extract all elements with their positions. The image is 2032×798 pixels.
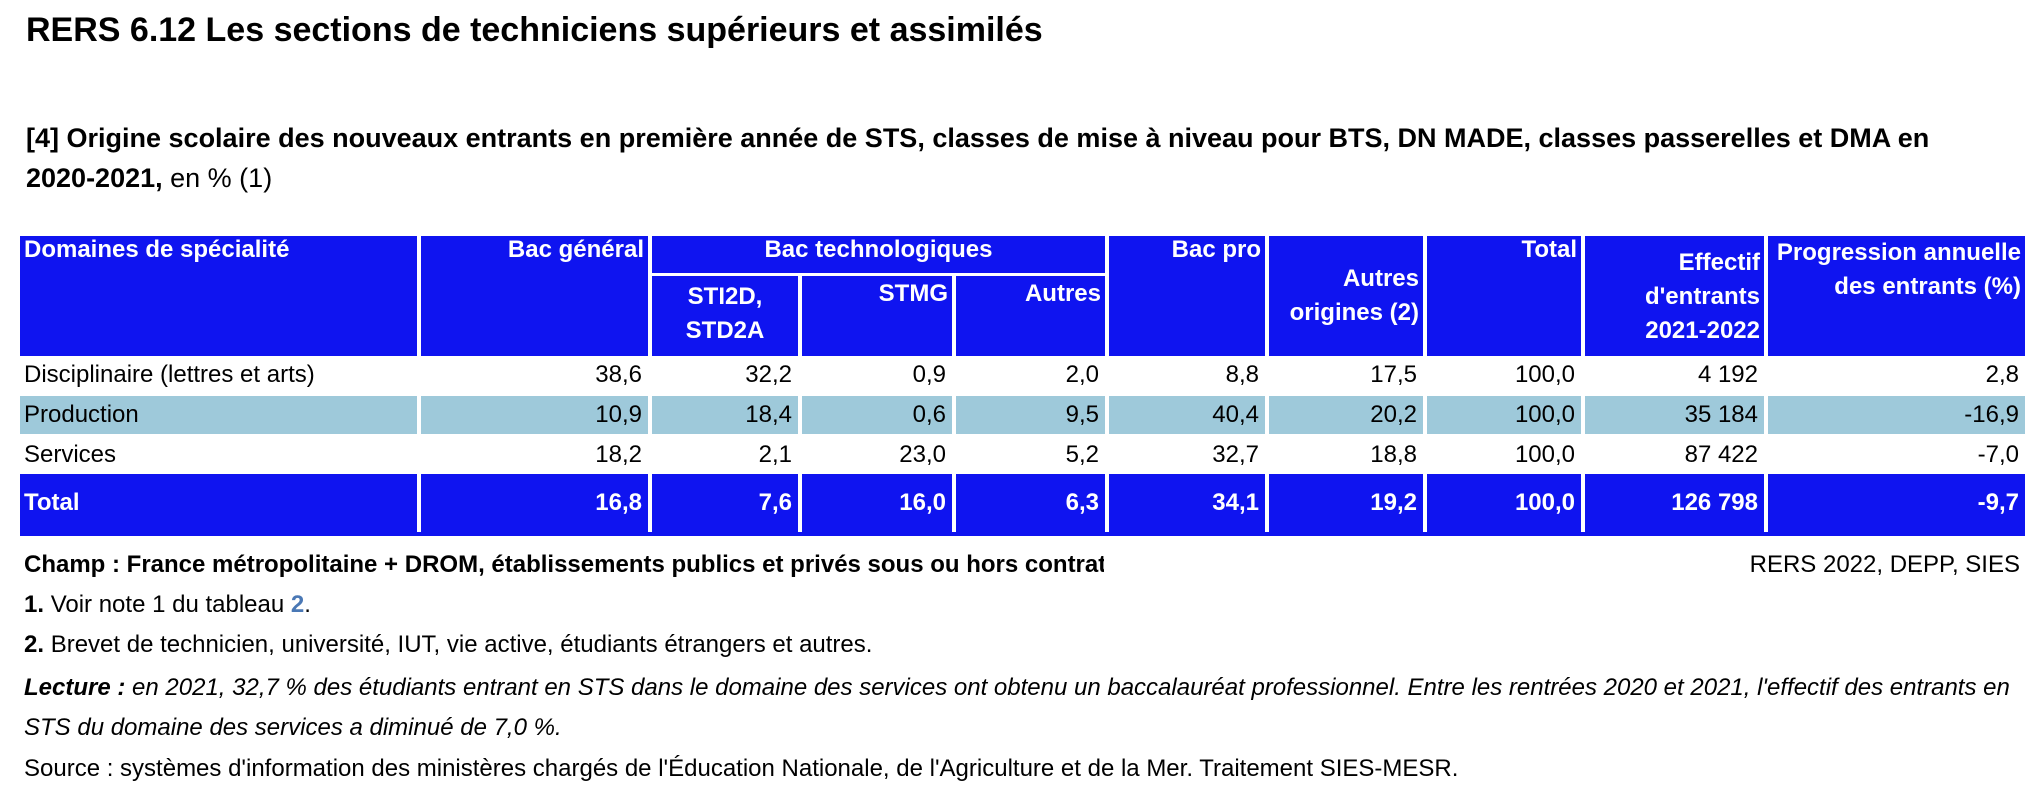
cell-effectif: 126 798 [1583,474,1768,536]
header-autres-origines: Autres origines (2) [1267,236,1427,356]
reading-note-text: en 2021, 32,7 % des étudiants entrant en… [24,674,2010,741]
cell-bac-pro: 32,7 [1107,435,1269,474]
cell-total: 100,0 [1425,435,1585,474]
data-table: Domaines de spécialité Bac général Bac t… [20,236,2025,536]
reading-note-label: Lecture : [24,674,126,701]
cell-sti2d: 2,1 [650,435,802,474]
cell-progression: 2,8 [1985,361,2019,388]
cell-stmg: 23,0 [800,435,956,474]
caption-text: Origine scolaire des nouveaux entrants e… [26,123,1930,193]
cell-autres-origines: 19,2 [1267,474,1427,536]
cell-bac-general: 16,8 [419,474,652,536]
header-bac-general: Bac général [419,236,652,356]
header-bac-pro: Bac pro [1107,236,1269,356]
cell-domaine: Disciplinaire (lettres et arts) [20,356,421,395]
champ-note: Champ : France métropolitaine + DROM, ét… [24,551,1104,578]
cell-effectif: 35 184 [1583,394,1768,436]
cell-progression: -9,7 [1766,474,2025,536]
cell-bac-pro: 8,8 [1107,356,1269,395]
cell-progression: -16,9 [1766,394,2025,436]
cell-autres: 9,5 [954,394,1109,436]
header-total: Total [1425,236,1585,356]
footnote-1-number: 1. [24,591,45,618]
table-total-row: Total 16,8 7,6 16,0 6,3 34,1 19,2 100,0 … [20,474,2025,536]
cell-progression: -7,0 [1977,441,2019,468]
table-caption: [4] Origine scolaire des nouveaux entran… [26,118,1976,198]
cell-autres: 6,3 [954,474,1109,536]
cell-effectif: 87 422 [1583,435,1768,474]
header-autres: Autres [954,272,1109,356]
footnote-1-text: Voir note 1 du tableau [50,591,291,618]
footnote-2-number: 2. [24,631,45,658]
header-effectif: Effectif d'entrants 2021-2022 [1583,236,1768,356]
header-bac-techno: Bac technologiques [650,236,1109,274]
header-sti2d: STI2D, STD2A [650,272,802,356]
cell-effectif: 4 192 [1583,356,1768,395]
table-row: Services 18,2 2,1 23,0 5,2 32,7 18,8 100… [20,435,2025,474]
cell-sti2d: 18,4 [650,394,802,436]
cell-stmg: 16,0 [800,474,956,536]
cell-stmg: 0,9 [800,356,956,395]
cell-total: 100,0 [1425,394,1585,436]
cell-autres-origines: 20,2 [1267,394,1427,436]
cell-autres: 2,0 [954,356,1109,395]
cell-bac-general: 18,2 [419,435,652,474]
footnote-2-text: Brevet de technicien, université, IUT, v… [50,631,873,658]
cell-total: 100,0 [1425,356,1585,395]
cell-domaine: Services [20,435,421,474]
caption-number: [4] [26,123,59,153]
header-domaines: Domaines de spécialité [20,236,421,356]
cell-bac-general: 10,9 [419,394,652,436]
footnote-2: 2. Brevet de technicien, université, IUT… [24,628,872,662]
cell-total: 100,0 [1425,474,1585,536]
reading-note: Lecture : en 2021, 32,7 % des étudiants … [24,668,2014,748]
source-line: Source : systèmes d'information des mini… [24,755,1459,782]
source-reference: RERS 2022, DEPP, SIES [1749,551,2020,578]
caption-unit: en % (1) [170,163,273,193]
cell-domaine: Production [20,394,421,436]
cell-bac-pro: 34,1 [1107,474,1269,536]
table-row: Production 10,9 18,4 0,6 9,5 40,4 20,2 1… [20,394,2025,436]
cell-autres-origines: 18,8 [1267,435,1427,474]
table-2-link[interactable]: 2 [290,591,305,618]
cell-sti2d: 7,6 [650,474,802,536]
cell-stmg: 0,6 [800,394,956,436]
page-title: RERS 6.12 Les sections de techniciens su… [26,11,1043,49]
cell-domaine: Total [20,474,421,536]
cell-sti2d: 32,2 [650,356,802,395]
footnote-1-end: . [304,591,311,618]
header-progression: Progression annuelle des entrants (%) [1766,236,2025,356]
table-row: Disciplinaire (lettres et arts) 38,6 32,… [20,356,2025,395]
cell-autres-origines: 17,5 [1267,356,1427,395]
header-stmg: STMG [800,272,956,356]
cell-autres: 5,2 [954,435,1109,474]
cell-bac-general: 38,6 [419,356,652,395]
cell-bac-pro: 40,4 [1107,394,1269,436]
footnote-1: 1. Voir note 1 du tableau 2. [24,588,311,622]
